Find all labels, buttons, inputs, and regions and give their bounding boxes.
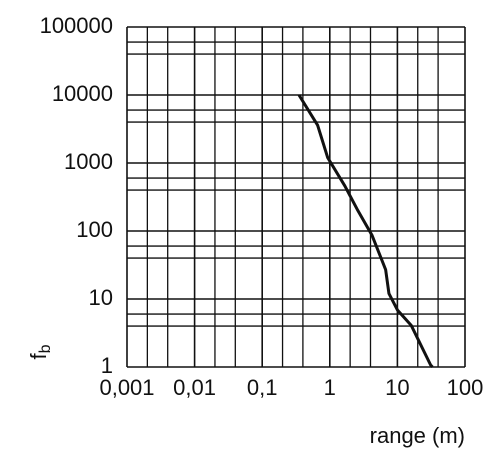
x-tick-label: 0,01 [173,375,216,400]
y-tick-label: 100 [76,217,113,242]
x-tick-label: 0,001 [99,375,154,400]
y-tick-label: 1000 [64,149,113,174]
y-axis-label-main: f [26,353,51,360]
data-line [297,94,434,369]
x-tick-label: 10 [385,375,409,400]
y-axis-label-sub: b [37,344,54,353]
y-tick-label: 10 [89,285,113,310]
x-tick-label: 100 [447,375,484,400]
x-axis-label: range (m) [370,423,465,448]
y-tick-label: 1 [101,353,113,378]
x-tick-label: 1 [324,375,336,400]
y-tick-label: 100000 [40,13,113,38]
x-tick-label: 0,1 [247,375,278,400]
y-axis-label: fb [26,344,54,359]
y-tick-label: 10000 [52,81,113,106]
